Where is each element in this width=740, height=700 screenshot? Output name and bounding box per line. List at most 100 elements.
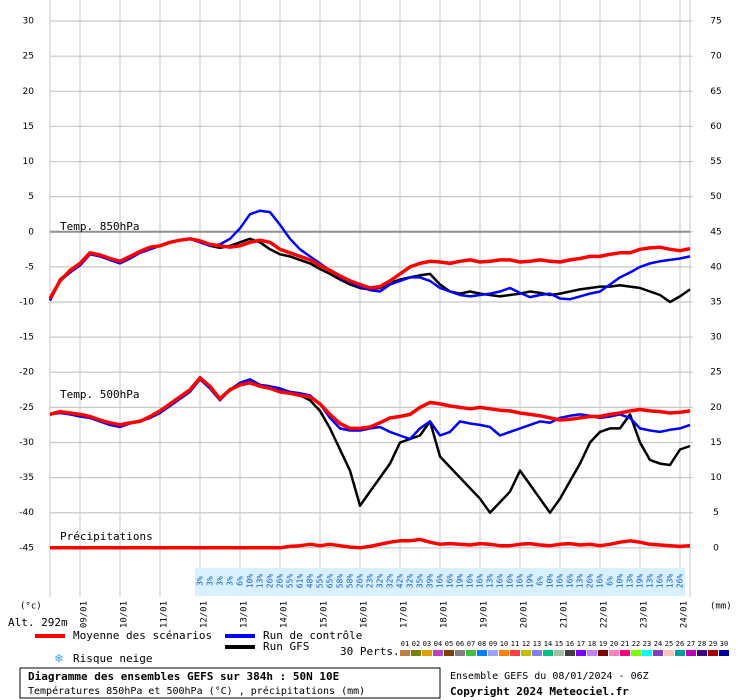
snow-risk-label: 16% [476,574,485,589]
snow-risk-label: 61% [296,574,305,589]
member-swatch [532,650,542,656]
line-precip [50,537,691,550]
title-box [19,667,441,699]
snow-risk-label: 16% [436,574,445,589]
y2-tick-label: 35 [710,298,721,308]
snow-risk-label: 19% [636,574,645,589]
label-precip: Précipitations [60,530,153,543]
member-label: 16 [566,640,574,648]
y-tick-label: -30 [19,438,34,448]
member-swatch [708,650,718,656]
snow-risk-label: 35% [416,574,425,589]
member-label: 01 [401,640,409,648]
member-label: 08 [478,640,486,648]
snow-risk-label: 19% [526,574,535,589]
chart-title: Diagramme des ensembles GEFS sur 384h : … [28,670,339,683]
member-label: 14 [544,640,552,648]
y2-tick-label: 70 [710,52,722,62]
y2-tick-label: 10 [710,473,722,483]
snow-risk-label: 16% [596,574,605,589]
snow-risk-label: 16% [496,574,505,589]
y-tick-label: 10 [23,157,35,167]
legend-label: Run GFS [263,640,309,653]
member-label: 09 [489,640,497,648]
member-swatch [521,650,531,656]
member-label: 07 [467,640,475,648]
snow-legend: Risque neige [73,652,152,665]
y-axis-unit: (°c) [20,602,42,612]
member-swatch [488,650,498,656]
x-tick-label: 09/01 [80,601,90,628]
member-swatch [675,650,685,656]
altitude: Alt. 292m [8,616,68,629]
label-850: Temp. 850hPa [60,220,139,233]
y2-tick-label: 5 [713,508,719,518]
member-label: 06 [456,640,464,648]
y-tick-label: -10 [19,298,34,308]
x-tick-label: 22/01 [600,601,610,628]
member-label: 25 [665,640,673,648]
y2-tick-label: 60 [710,122,722,132]
x-tick-label: 18/01 [440,601,450,628]
snow-icon: ❄ [54,652,64,666]
snow-risk-label: 16% [446,574,455,589]
snow-risk-label: 26% [276,574,285,589]
member-label: 11 [511,640,519,648]
member-label: 30 [720,640,728,648]
snow-risk-label: 16% [516,574,525,589]
snow-risk-label: 26% [676,574,685,589]
y-tick-label: 30 [23,17,35,27]
member-swatch [631,650,641,656]
y-tick-label: -20 [19,368,34,378]
snow-risk-label: 65% [326,574,335,589]
x-tick-label: 20/01 [520,601,530,628]
member-label: 13 [533,640,541,648]
member-label: 04 [434,640,442,648]
snow-risk-label: 13% [576,574,585,589]
y-tick-label: -25 [19,403,34,413]
member-swatch [642,650,652,656]
member-swatch [565,650,575,656]
snow-risk-label: 23% [366,574,375,589]
member-swatch [554,650,564,656]
member-label: 03 [423,640,431,648]
member-swatch [477,650,487,656]
copyright: Copyright 2024 Meteociel.fr [450,685,629,698]
y2-tick-label: 30 [710,333,722,343]
member-label: 20 [610,640,618,648]
x-tick-label: 23/01 [640,601,650,628]
y2-tick-label: 0 [713,543,719,553]
snow-risk-label: 6% [236,576,245,586]
member-swatch [598,650,608,656]
snow-risk-label: 55% [286,574,295,589]
y-tick-label: 20 [23,87,35,97]
plot [48,209,691,550]
member-label: 02 [412,640,420,648]
member-label: 05 [445,640,453,648]
snow-risk-label: 13% [646,574,655,589]
member-swatch [664,650,674,656]
member-label: 17 [577,640,585,648]
snow-risk-label: 10% [546,574,555,589]
snow-risk-label: 32% [406,574,415,589]
snow-risk-label: 6% [536,576,545,586]
member-swatch [653,650,663,656]
snow-risk-label: 3% [206,576,215,586]
perturbations-label: 30 Perts. [340,645,400,658]
legend-label: Run de contrôle [263,629,362,642]
y-tick-label: 5 [28,192,34,202]
member-label: 24 [654,640,662,648]
legend-label: Moyenne des scénarios [73,629,212,642]
y-tick-label: -15 [19,333,34,343]
snow-risk-label: 3% [216,576,225,586]
line-t850 [48,237,691,300]
snow-band [195,568,685,596]
y-tick-label: -5 [25,262,34,272]
member-label: 12 [522,640,530,648]
y2-tick-label: 40 [710,262,722,272]
member-swatch [620,650,630,656]
snow-risk-label: 32% [386,574,395,589]
line-t500 [49,376,691,431]
